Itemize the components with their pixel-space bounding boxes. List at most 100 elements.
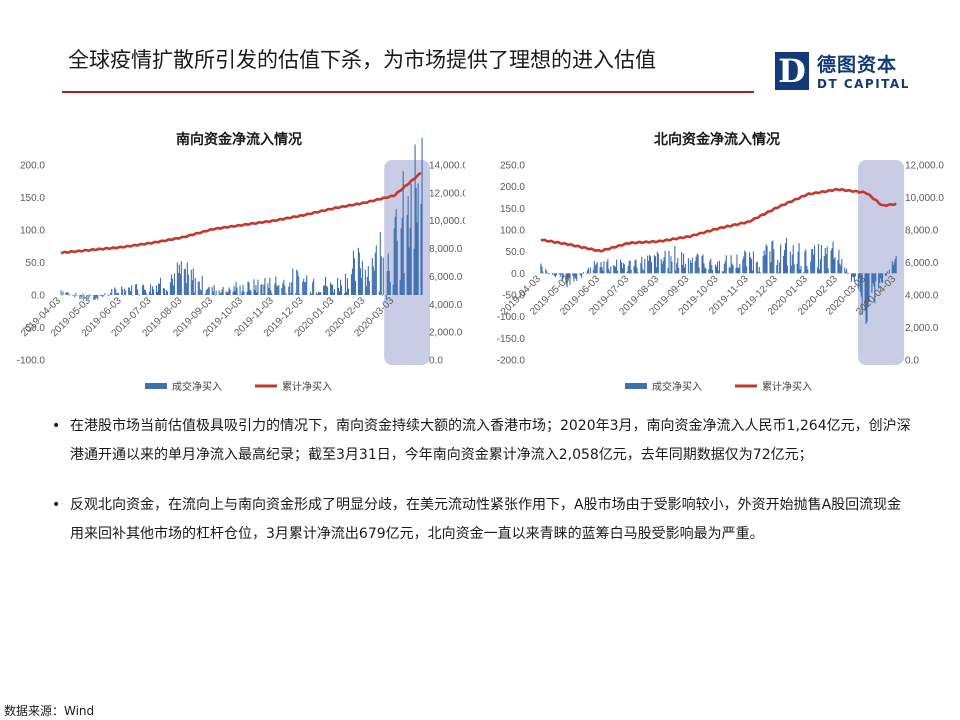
y-left-tick-label: 150.0 [500, 204, 525, 215]
bar [323, 285, 325, 295]
bar [413, 248, 415, 295]
bar [799, 269, 801, 274]
bar [389, 281, 391, 295]
logo-mark-icon: D [775, 52, 809, 90]
bar [804, 251, 806, 274]
bar [580, 273, 582, 276]
bar [240, 294, 242, 296]
bar [121, 286, 123, 295]
bar [207, 287, 209, 295]
bar [755, 262, 757, 274]
bar [82, 293, 84, 295]
bar [135, 284, 137, 295]
bar [176, 262, 178, 295]
bar [172, 285, 174, 295]
y-left-tick-label: -50.0 [22, 323, 45, 334]
bar [592, 269, 594, 274]
bar [796, 263, 798, 274]
bar [107, 294, 109, 296]
bar [587, 267, 589, 274]
bar [89, 294, 91, 295]
bar [745, 251, 747, 274]
bar [884, 273, 887, 277]
bar [205, 290, 207, 295]
bar [247, 281, 249, 295]
bar [872, 273, 874, 284]
bar [549, 273, 551, 274]
y-right-tick-label: 8,000.0 [905, 226, 939, 237]
bar [601, 267, 603, 274]
bar [782, 255, 785, 274]
y-left-tick-label: 50.0 [26, 258, 46, 269]
bar [184, 268, 186, 295]
bar [297, 271, 299, 295]
bar [274, 283, 276, 295]
bar [681, 252, 683, 274]
bar [215, 290, 217, 295]
y-left-tick-label: 150.0 [20, 193, 45, 204]
bar [811, 249, 813, 274]
bar [852, 273, 854, 278]
bar [736, 254, 738, 274]
bar [256, 292, 258, 295]
bar [654, 256, 656, 274]
northbound-chart: 北向资金净流入情况 -200.0 -150.0 -100.0 -50.0 0.0 50.0 1… [485, 120, 945, 405]
bar [352, 250, 354, 295]
bar [317, 294, 319, 295]
southbound-chart-svg: 南向资金净流入情况 -100.0 -50.0 0.0 50.0 100.0 150.0 200… [17, 131, 465, 393]
bar [660, 259, 662, 274]
bar [650, 256, 652, 274]
bar [194, 277, 196, 295]
bar [541, 266, 543, 274]
bar [850, 273, 853, 282]
bar [276, 285, 278, 295]
bar [599, 267, 601, 274]
bar [284, 285, 286, 295]
bar [150, 293, 153, 295]
bar [555, 273, 557, 276]
bar [415, 188, 417, 295]
bar [691, 257, 693, 274]
bar [371, 257, 373, 295]
bar [725, 255, 727, 274]
bar [344, 273, 347, 295]
bar [728, 267, 730, 274]
logo-name-en: DT CAPITAL [817, 77, 910, 91]
bar [762, 256, 764, 274]
bar [721, 271, 723, 274]
bar [295, 293, 297, 295]
bar [694, 261, 696, 274]
y-left-tick-label: 0.0 [31, 291, 45, 302]
bar [310, 291, 312, 295]
bar [824, 247, 826, 274]
bar [630, 269, 632, 274]
bar [596, 262, 598, 274]
bar [688, 272, 690, 274]
bar [288, 286, 290, 295]
bar [814, 245, 816, 274]
y-right-tick-label: 2,000.0 [429, 328, 463, 339]
bar [86, 295, 88, 300]
page-title: 全球疫情扩散所引发的估值下杀，为市场提供了理想的进入估值 [68, 48, 656, 72]
bar [350, 274, 352, 295]
bar [236, 287, 238, 295]
bar [551, 273, 554, 275]
bar [670, 256, 672, 274]
bar [610, 266, 612, 274]
bar [267, 283, 269, 295]
bar [80, 295, 82, 297]
bar [607, 259, 609, 274]
bar [839, 263, 841, 274]
bar [895, 255, 897, 274]
y-left-tick-label: -150.0 [497, 334, 526, 345]
y-right-tick-label: 12,000.0 [905, 161, 944, 172]
bar [880, 273, 882, 279]
legend-label: 累计净买入 [282, 380, 332, 393]
bar [791, 254, 793, 274]
y-left-tick-label: 200.0 [20, 161, 45, 172]
y-right-tick-label: 10,000.0 [429, 216, 465, 227]
bar [76, 295, 78, 296]
bar [716, 261, 719, 274]
bar [131, 285, 133, 295]
bar [381, 295, 383, 296]
